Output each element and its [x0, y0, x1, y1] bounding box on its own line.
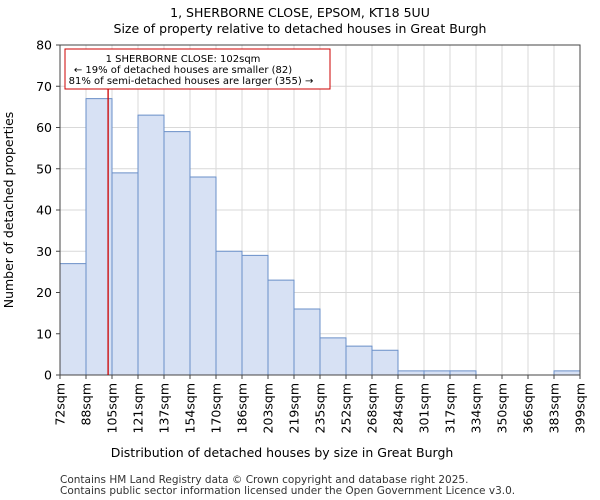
histogram-bar — [189, 176, 217, 376]
histogram-bar — [267, 279, 295, 376]
x-tick-label: 252sqm — [339, 383, 354, 433]
histogram-bar — [371, 349, 399, 376]
y-axis-label: Number of detached properties — [1, 112, 16, 309]
x-tick-label: 399sqm — [573, 383, 588, 433]
footer-line-1: Contains HM Land Registry data © Crown c… — [60, 474, 469, 486]
x-tick-label: 383sqm — [547, 383, 562, 433]
histogram-bar — [345, 345, 373, 376]
x-tick-label: 366sqm — [521, 383, 536, 433]
chart-subtitle: Size of property relative to detached ho… — [113, 21, 487, 36]
histogram-bar — [319, 337, 347, 376]
x-tick-label: 88sqm — [79, 383, 94, 426]
x-tick-label: 301sqm — [417, 383, 432, 433]
x-tick-label: 186sqm — [235, 383, 250, 433]
x-tick-label: 350sqm — [495, 383, 510, 433]
histogram-bar — [59, 263, 87, 376]
footer-line-2: Contains public sector information licen… — [60, 485, 516, 497]
x-axis-label: Distribution of detached houses by size … — [111, 445, 454, 460]
x-tick-label: 317sqm — [443, 383, 458, 433]
y-tick-label: 50 — [36, 161, 52, 176]
y-tick-label: 40 — [36, 203, 52, 218]
x-tick-label: 334sqm — [469, 383, 484, 433]
histogram-bar — [423, 370, 451, 376]
histogram-bar — [293, 308, 321, 376]
x-tick-label: 121sqm — [131, 383, 146, 433]
x-tick-label: 268sqm — [365, 383, 380, 433]
x-tick-label: 170sqm — [209, 383, 224, 433]
x-tick-label: 105sqm — [105, 383, 120, 433]
x-tick-label: 72sqm — [53, 383, 68, 426]
histogram-bar — [449, 370, 477, 376]
annotation-line-2: ← 19% of detached houses are smaller (82… — [74, 65, 292, 76]
chart-title: 1, SHERBORNE CLOSE, EPSOM, KT18 5UU — [170, 5, 430, 20]
y-tick-label: 0 — [44, 368, 52, 383]
histogram-bar — [163, 131, 191, 376]
x-tick-label: 235sqm — [313, 383, 328, 433]
x-tick-label: 203sqm — [261, 383, 276, 433]
histogram-bar — [111, 172, 139, 376]
x-tick-label: 284sqm — [391, 383, 406, 433]
y-tick-label: 20 — [36, 285, 52, 300]
y-tick-label: 10 — [36, 326, 52, 341]
y-tick-label: 70 — [36, 79, 52, 94]
annotation-line-1: 1 SHERBORNE CLOSE: 102sqm — [106, 54, 261, 65]
x-tick-label: 154sqm — [183, 383, 198, 433]
annotation-box — [64, 48, 331, 90]
histogram-bar — [397, 370, 425, 376]
annotation-line-3: 81% of semi-detached houses are larger (… — [69, 76, 314, 87]
y-tick-label: 80 — [36, 38, 52, 53]
histogram-bar — [241, 254, 269, 376]
x-tick-label: 219sqm — [287, 383, 302, 433]
histogram-bar — [553, 370, 581, 376]
histogram-bar — [215, 250, 243, 376]
y-tick-label: 60 — [36, 120, 52, 135]
histogram-bar — [137, 114, 165, 376]
y-tick-label: 30 — [36, 244, 52, 259]
x-tick-label: 137sqm — [157, 383, 172, 433]
